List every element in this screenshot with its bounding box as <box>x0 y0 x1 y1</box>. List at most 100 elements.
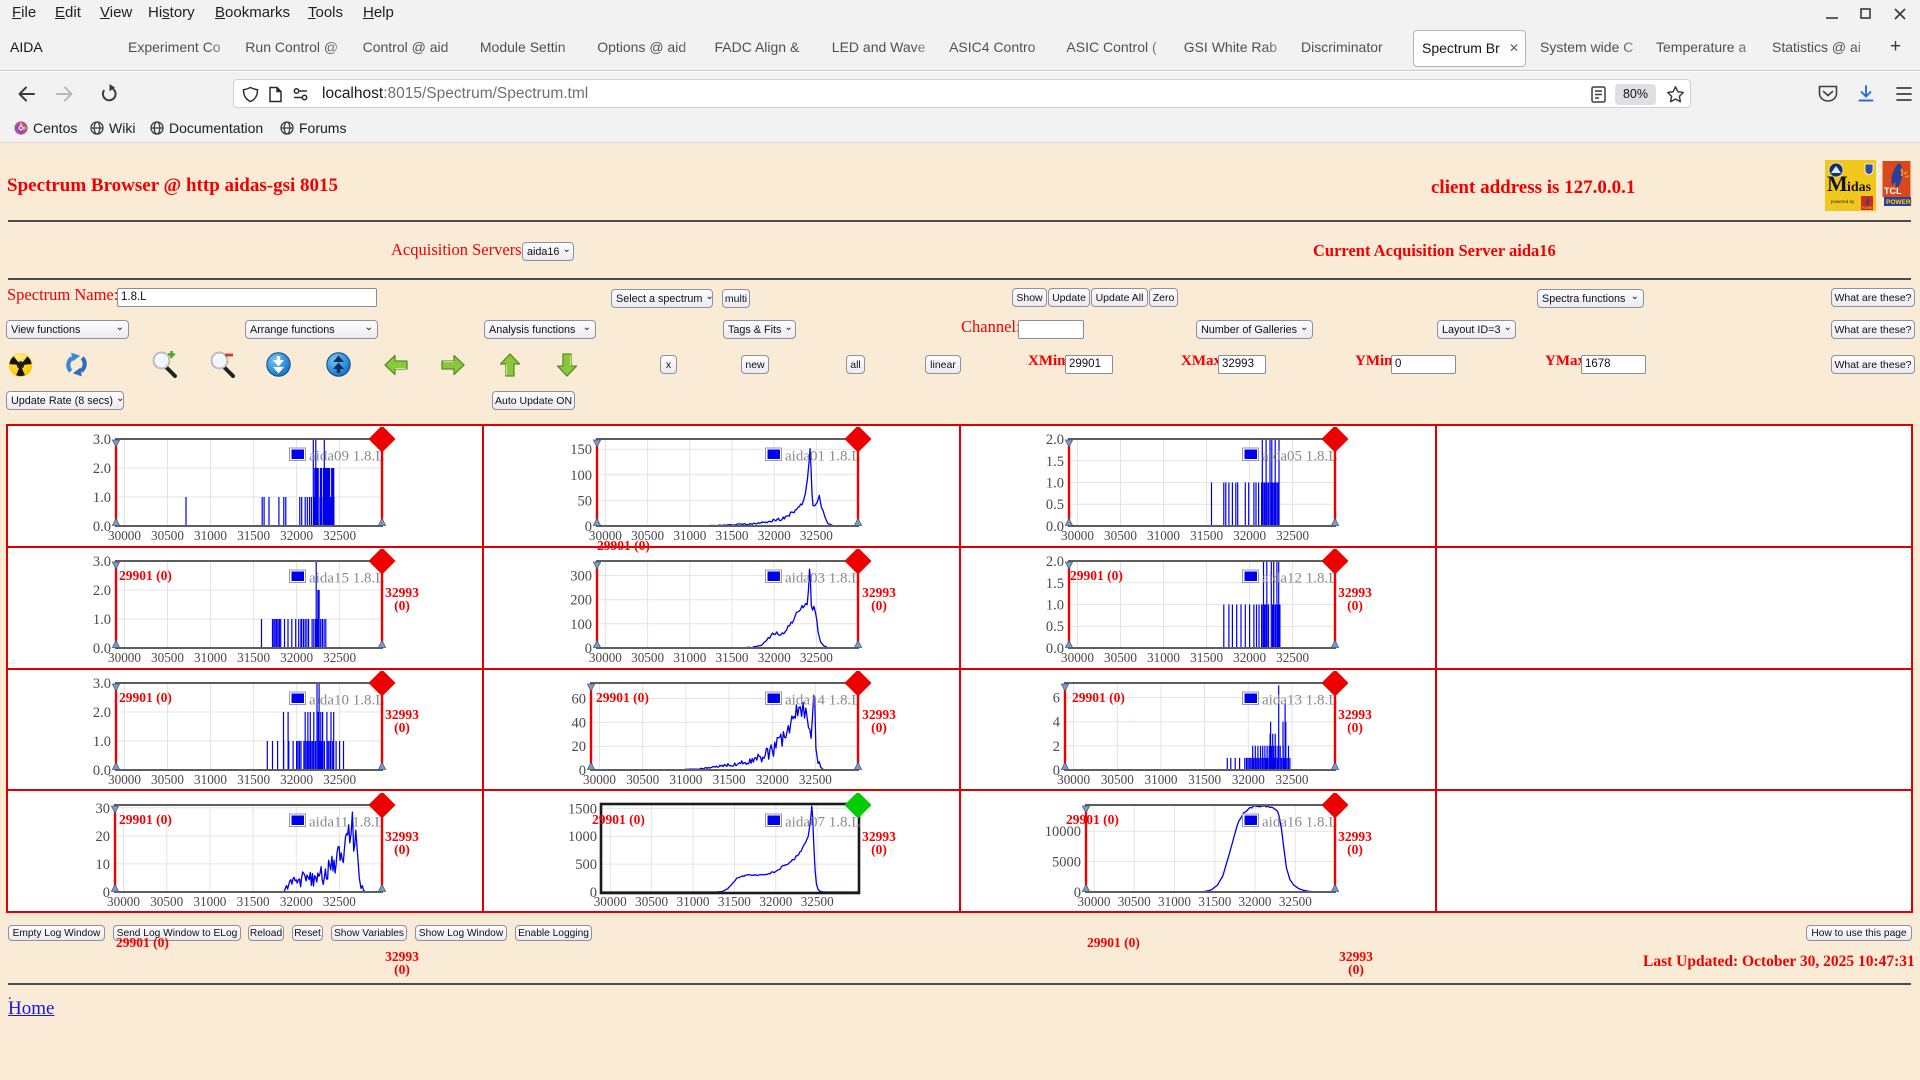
svg-text:31000: 31000 <box>193 894 226 909</box>
svg-text:30000: 30000 <box>108 772 141 787</box>
svg-text:30500: 30500 <box>150 894 183 909</box>
svg-text:100: 100 <box>571 468 593 484</box>
svg-text:32500: 32500 <box>800 650 833 665</box>
svg-text:1.5: 1.5 <box>1045 576 1063 592</box>
svg-text:32000: 32000 <box>1233 528 1266 543</box>
svg-text:POWERED: POWERED <box>1862 206 1876 210</box>
svg-text:60: 60 <box>572 692 587 708</box>
svg-text:5000: 5000 <box>1052 855 1081 871</box>
svg-text:1.0: 1.0 <box>93 490 111 506</box>
svg-text:0: 0 <box>1052 763 1059 779</box>
svg-text:32000: 32000 <box>1238 894 1271 909</box>
svg-text:500: 500 <box>576 857 598 873</box>
svg-text:32500: 32500 <box>323 650 356 665</box>
svg-text:32500: 32500 <box>800 528 833 543</box>
svg-text:3.0: 3.0 <box>93 432 111 448</box>
svg-text:0.0: 0.0 <box>93 763 111 779</box>
svg-text:aida07 1.8.L: aida07 1.8.L <box>785 815 860 831</box>
svg-text:31500: 31500 <box>716 528 749 543</box>
svg-text:50: 50 <box>578 493 593 509</box>
svg-text:31500: 31500 <box>237 772 270 787</box>
svg-text:32000: 32000 <box>280 528 313 543</box>
svg-text:31500: 31500 <box>713 772 746 787</box>
svg-text:32500: 32500 <box>799 772 832 787</box>
svg-text:31000: 31000 <box>1147 528 1180 543</box>
svg-text:30500: 30500 <box>635 894 668 909</box>
svg-text:31000: 31000 <box>194 650 227 665</box>
svg-text:1500: 1500 <box>568 801 597 817</box>
svg-text:0.0: 0.0 <box>1045 641 1063 657</box>
svg-text:6: 6 <box>1052 691 1059 707</box>
svg-text:1.5: 1.5 <box>1045 454 1063 470</box>
svg-text:32500: 32500 <box>1275 772 1308 787</box>
svg-text:31500: 31500 <box>237 894 270 909</box>
svg-text:30500: 30500 <box>627 772 660 787</box>
svg-text:30000: 30000 <box>589 528 622 543</box>
svg-text:2.0: 2.0 <box>93 461 111 477</box>
svg-text:31000: 31000 <box>194 528 227 543</box>
svg-text:powered by: powered by <box>1831 199 1855 204</box>
svg-text:31500: 31500 <box>1188 772 1221 787</box>
svg-text:3.0: 3.0 <box>93 554 111 570</box>
svg-text:32500: 32500 <box>323 528 356 543</box>
svg-text:0: 0 <box>585 519 592 535</box>
svg-text:2.0: 2.0 <box>1045 432 1063 448</box>
svg-text:aida15 1.8.L: aida15 1.8.L <box>309 571 384 587</box>
svg-text:32000: 32000 <box>758 528 791 543</box>
svg-text:32000: 32000 <box>760 894 793 909</box>
svg-text:31000: 31000 <box>674 528 707 543</box>
svg-text:0: 0 <box>1073 885 1080 901</box>
svg-text:30000: 30000 <box>1057 772 1090 787</box>
svg-text:31000: 31000 <box>1158 894 1191 909</box>
svg-text:32000: 32000 <box>280 650 313 665</box>
svg-text:M: M <box>1827 171 1848 196</box>
svg-text:aida13 1.8.L: aida13 1.8.L <box>1262 693 1337 709</box>
svg-text:32500: 32500 <box>1278 894 1311 909</box>
svg-text:30000: 30000 <box>107 894 140 909</box>
svg-text:32000: 32000 <box>756 772 789 787</box>
svg-text:30500: 30500 <box>151 650 184 665</box>
svg-text:3.0: 3.0 <box>93 676 111 692</box>
svg-text:2.0: 2.0 <box>93 583 111 599</box>
svg-text:32000: 32000 <box>758 650 791 665</box>
svg-text:30500: 30500 <box>1100 772 1133 787</box>
svg-text:POWERED: POWERED <box>1886 199 1912 206</box>
svg-text:aida01 1.8.L: aida01 1.8.L <box>785 449 860 465</box>
svg-text:30000: 30000 <box>594 894 627 909</box>
svg-text:1.0: 1.0 <box>1045 476 1063 492</box>
svg-text:20: 20 <box>572 739 587 755</box>
svg-text:0.0: 0.0 <box>1045 519 1063 535</box>
svg-text:31500: 31500 <box>1198 894 1231 909</box>
svg-text:30500: 30500 <box>1104 650 1137 665</box>
svg-text:aida09 1.8.L: aida09 1.8.L <box>309 449 384 465</box>
svg-text:30500: 30500 <box>631 528 664 543</box>
svg-text:0: 0 <box>590 885 597 901</box>
svg-text:aida16 1.8.L: aida16 1.8.L <box>1262 815 1337 831</box>
svg-text:31500: 31500 <box>237 528 270 543</box>
svg-text:10: 10 <box>96 857 111 873</box>
svg-text:aida10 1.8.L: aida10 1.8.L <box>309 693 384 709</box>
svg-text:31000: 31000 <box>677 894 710 909</box>
svg-text:30500: 30500 <box>151 772 184 787</box>
svg-text:30000: 30000 <box>108 650 141 665</box>
svg-text:2.0: 2.0 <box>93 705 111 721</box>
svg-text:31500: 31500 <box>1190 528 1223 543</box>
svg-text:0.5: 0.5 <box>1045 619 1063 635</box>
svg-text:40: 40 <box>572 715 587 731</box>
svg-text:32000: 32000 <box>1233 650 1266 665</box>
svg-text:30000: 30000 <box>1061 650 1094 665</box>
svg-text:1.0: 1.0 <box>93 734 111 750</box>
svg-text:aida14 1.8.L: aida14 1.8.L <box>785 693 860 709</box>
svg-text:30000: 30000 <box>1077 894 1110 909</box>
svg-text:0.0: 0.0 <box>93 519 111 535</box>
svg-text:31000: 31000 <box>1144 772 1177 787</box>
svg-text:31000: 31000 <box>670 772 703 787</box>
svg-text:32500: 32500 <box>323 894 356 909</box>
svg-text:32500: 32500 <box>801 894 834 909</box>
svg-text:10000: 10000 <box>1044 824 1080 840</box>
svg-text:32500: 32500 <box>1276 650 1309 665</box>
svg-text:31000: 31000 <box>194 772 227 787</box>
svg-text:31500: 31500 <box>718 894 751 909</box>
svg-text:aida12 1.8.L: aida12 1.8.L <box>1262 571 1337 587</box>
svg-text:aida03 1.8.L: aida03 1.8.L <box>785 571 860 587</box>
